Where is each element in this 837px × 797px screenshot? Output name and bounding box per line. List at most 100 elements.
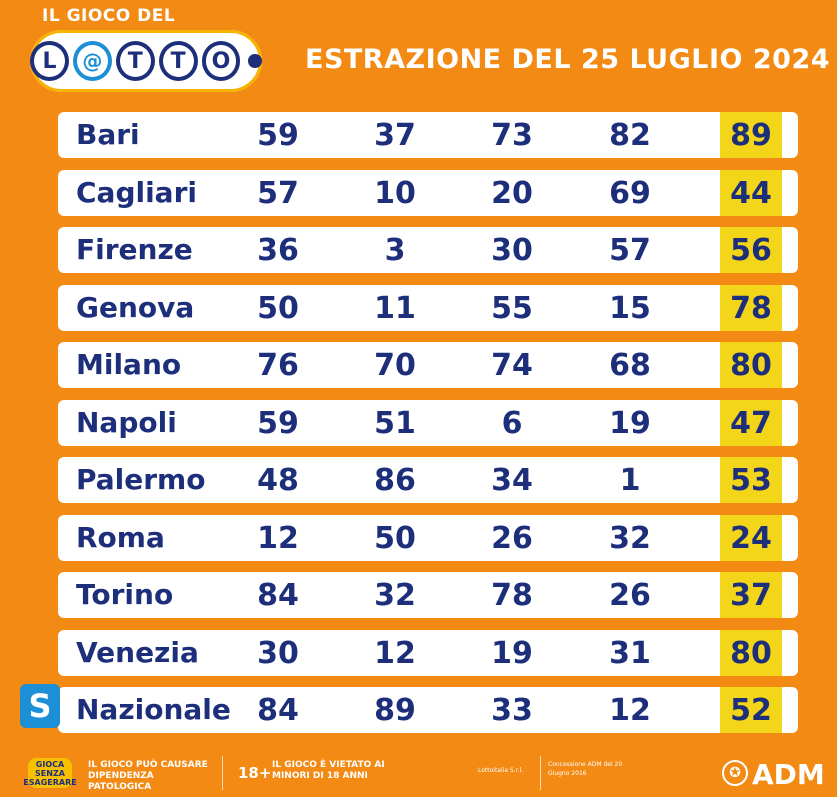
drawn-number: 34 — [491, 463, 533, 498]
highlight-cell — [720, 399, 782, 446]
drawn-number-highlighted: 47 — [730, 405, 772, 441]
drawn-number-highlighted: 37 — [730, 578, 772, 613]
concession-text: Concessione ADM del 20 Giugno 2016 — [548, 761, 623, 777]
drawn-number: 30 — [257, 635, 299, 671]
drawn-number-highlighted: 78 — [730, 290, 772, 326]
city-name: Cagliari — [76, 175, 197, 209]
drawn-number: 78 — [491, 578, 533, 613]
emblem-icon: ✪ — [722, 760, 748, 786]
drawn-number: 55 — [491, 290, 533, 326]
drawn-number-highlighted: 56 — [730, 233, 772, 268]
minors-warning: IL GIOCO È VIETATO AI MINORI DI 18 ANNI — [272, 760, 385, 781]
city-name: Torino — [76, 578, 174, 611]
drawn-number: 30 — [491, 233, 533, 268]
logo-letter-o: O — [201, 41, 241, 81]
highlight-cell — [720, 629, 782, 676]
result-row-roma: Roma 12 50 26 32 24 — [58, 514, 798, 561]
drawn-number: 74 — [491, 348, 533, 383]
drawn-number-highlighted: 80 — [730, 348, 772, 383]
drawn-number: 32 — [609, 520, 651, 556]
drawn-number: 57 — [609, 233, 651, 268]
drawn-number: 20 — [491, 175, 533, 211]
logo-letter-l: L — [30, 41, 69, 81]
drawn-number: 33 — [491, 693, 533, 728]
highlight-cell — [720, 284, 782, 331]
logo-letter-t2: T — [158, 41, 198, 81]
result-row-cagliari: Cagliari 57 10 20 69 44 — [58, 169, 798, 216]
highlight-cell — [720, 457, 782, 503]
superstar-badge-icon: S — [20, 684, 60, 728]
drawn-number-highlighted: 53 — [730, 463, 772, 498]
result-row-venezia: Venezia 30 12 19 31 80 — [58, 629, 798, 676]
drawn-number: 51 — [374, 405, 416, 441]
drawn-number-highlighted: 80 — [730, 635, 772, 671]
drawn-number: 69 — [609, 175, 651, 211]
drawn-number-highlighted: 89 — [730, 118, 772, 153]
drawn-number: 73 — [491, 118, 533, 153]
addiction-warning: IL GIOCO PUÒ CAUSARE DIPENDENZA PATOLOGI… — [88, 760, 208, 792]
drawn-number: 1 — [619, 463, 641, 498]
drawn-number: 59 — [257, 118, 299, 153]
highlight-cell — [720, 169, 782, 216]
drawn-number: 82 — [609, 118, 651, 153]
city-name: Napoli — [76, 405, 177, 439]
drawn-number: 32 — [374, 578, 416, 613]
city-name: Roma — [76, 520, 165, 554]
company-name: Lottoitalia S.r.l. — [478, 767, 524, 774]
result-row-firenze: Firenze 36 3 30 57 56 — [58, 227, 798, 273]
spiral-icon: @ — [72, 41, 112, 81]
drawn-number: 11 — [374, 290, 416, 326]
logo-letter-t1: T — [115, 41, 155, 81]
result-row-nazionale: Nazionale 84 89 33 12 52 — [58, 687, 798, 733]
highlight-cell — [720, 687, 782, 733]
city-name: Venezia — [76, 635, 199, 669]
drawn-number: 59 — [257, 405, 299, 441]
gioca-senza-esagerare-logo: GIOCA SENZA ESAGERARE — [23, 758, 77, 788]
drawn-number: 19 — [609, 405, 651, 441]
result-row-torino: Torino 84 32 78 26 37 — [58, 572, 798, 618]
drawn-number-highlighted: 52 — [730, 693, 772, 728]
highlight-cell — [720, 514, 782, 561]
drawn-number: 68 — [609, 348, 651, 383]
adm-logo: ADM — [752, 758, 825, 791]
result-row-milano: Milano 76 70 74 68 80 — [58, 342, 798, 388]
highlight-cell — [720, 227, 782, 273]
lotto-logo: L @ T T O — [30, 30, 262, 92]
drawn-number: 26 — [491, 520, 533, 556]
page-title: ESTRAZIONE DEL 25 LUGLIO 2024 — [305, 44, 831, 75]
footer-divider — [540, 756, 541, 790]
drawn-number: 50 — [374, 520, 416, 556]
drawn-number: 76 — [257, 348, 299, 383]
drawn-number: 12 — [257, 520, 299, 556]
drawn-number: 84 — [257, 693, 299, 728]
drawn-number: 89 — [374, 693, 416, 728]
drawn-number: 12 — [374, 635, 416, 671]
highlight-cell — [720, 112, 782, 158]
drawn-number-highlighted: 24 — [730, 520, 772, 556]
result-row-palermo: Palermo 48 86 34 1 53 — [58, 457, 798, 503]
result-row-bari: Bari 59 37 73 82 89 — [58, 112, 798, 158]
drawn-number: 31 — [609, 635, 651, 671]
drawn-number: 6 — [501, 405, 523, 441]
result-row-genova: Genova 50 11 55 15 78 — [58, 284, 798, 331]
age-limit-badge: 18+ — [238, 764, 272, 782]
logo-dot-icon — [248, 54, 262, 68]
drawn-number: 12 — [609, 693, 651, 728]
drawn-number: 10 — [374, 175, 416, 211]
drawn-number-highlighted: 44 — [730, 175, 772, 211]
city-name: Milano — [76, 348, 182, 381]
result-row-napoli: Napoli 59 51 6 19 47 — [58, 399, 798, 446]
highlight-cell — [720, 342, 782, 388]
drawn-number: 48 — [257, 463, 299, 498]
city-name: Nazionale — [76, 693, 231, 726]
drawn-number: 36 — [257, 233, 299, 268]
drawn-number: 86 — [374, 463, 416, 498]
city-name: Palermo — [76, 463, 206, 496]
drawn-number: 57 — [257, 175, 299, 211]
city-name: Firenze — [76, 233, 193, 266]
footer-divider — [222, 756, 223, 790]
drawn-number: 70 — [374, 348, 416, 383]
drawn-number: 50 — [257, 290, 299, 326]
highlight-cell — [720, 572, 782, 618]
drawn-number: 26 — [609, 578, 651, 613]
